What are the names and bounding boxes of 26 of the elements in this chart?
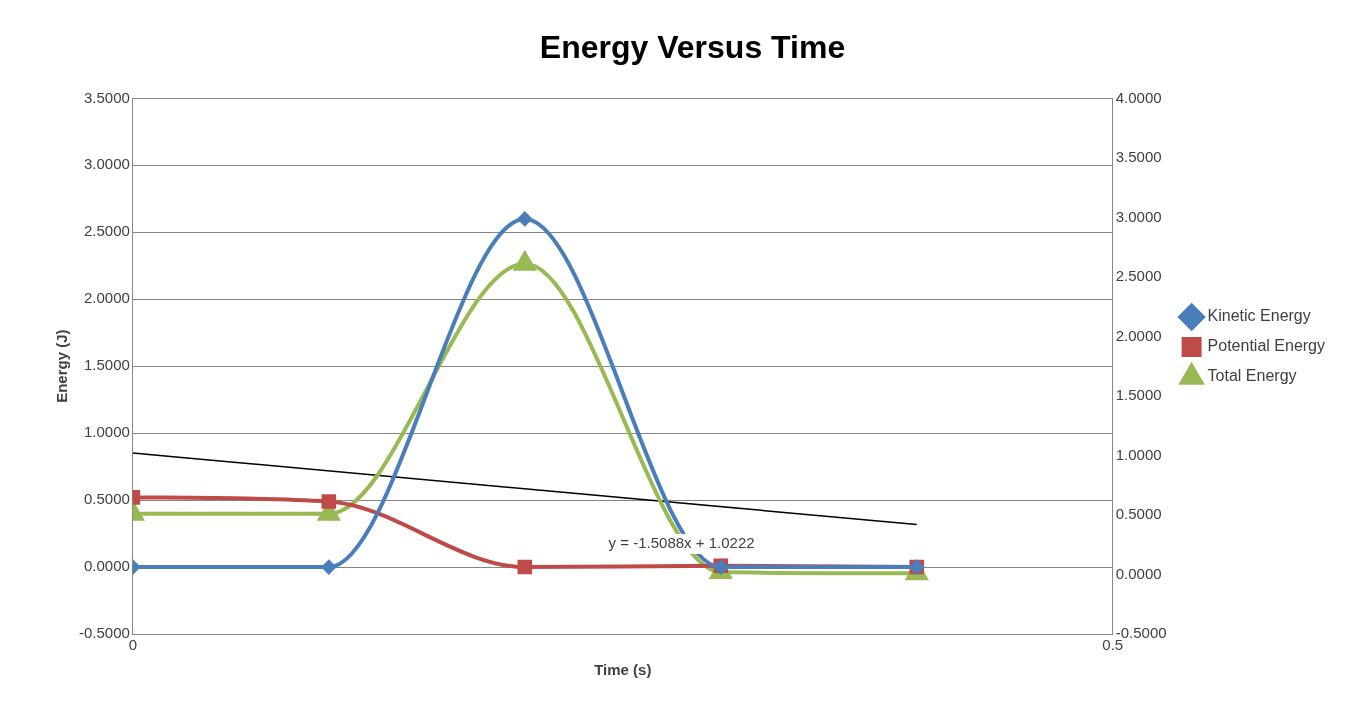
y-tick-label: 0.5000 <box>83 490 130 508</box>
y2-tick-label: 0.0000 <box>1115 564 1162 582</box>
y2-tick-label: 0.5000 <box>1115 505 1162 523</box>
legend-label: Potential Energy <box>1207 337 1325 355</box>
annotation: y = -1.5088x + 1.0222 <box>608 534 755 552</box>
y2-tick-label: 4.0000 <box>1115 88 1162 106</box>
y-tick-label: -0.5000 <box>79 624 130 642</box>
y-tick-label: 1.5000 <box>83 356 130 374</box>
x-axis-title: Time (s) <box>594 661 652 679</box>
y-tick-label: 3.0000 <box>83 155 130 173</box>
chart-title: Energy Versus Time <box>539 29 846 66</box>
y2-tick-label: 1.0000 <box>1115 445 1162 463</box>
y2-tick-label: 3.0000 <box>1115 207 1162 225</box>
y-tick-label: 3.5000 <box>83 88 130 106</box>
y2-tick-label: 1.5000 <box>1115 386 1162 404</box>
y2-tick-label: 2.5000 <box>1115 267 1162 285</box>
y-tick-label: 1.0000 <box>83 423 130 441</box>
y2-tick-label: 2.0000 <box>1115 326 1162 344</box>
y-tick-label: 2.5000 <box>83 222 130 240</box>
y-axis-title: Energy (J) <box>53 329 71 403</box>
y2-tick-label: 3.5000 <box>1115 148 1162 166</box>
y-tick-label: 2.0000 <box>83 289 130 307</box>
legend-label: Kinetic Energy <box>1207 307 1311 325</box>
x-tick-label: 0 <box>128 636 138 654</box>
y-tick-label: 0.0000 <box>83 557 130 575</box>
legend-label: Total Energy <box>1207 367 1297 385</box>
